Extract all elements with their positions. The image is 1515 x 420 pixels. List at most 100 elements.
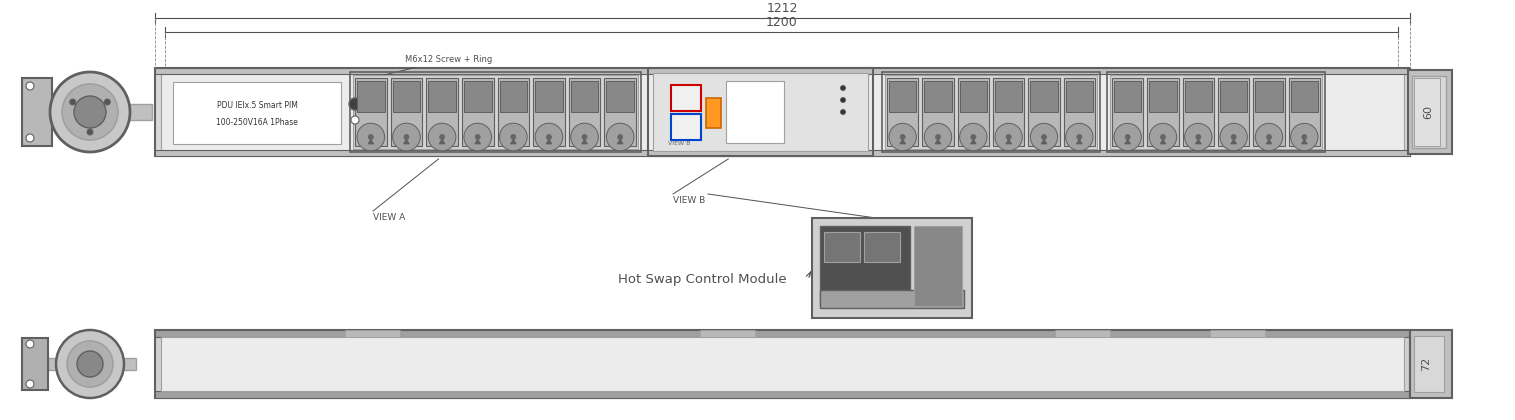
Circle shape <box>500 123 527 151</box>
Circle shape <box>351 116 359 124</box>
Bar <box>155 68 1410 156</box>
Circle shape <box>618 134 623 139</box>
Bar <box>671 85 701 111</box>
Bar <box>1150 81 1177 112</box>
Circle shape <box>971 134 976 139</box>
Bar <box>1065 81 1092 112</box>
Bar <box>353 75 638 149</box>
Polygon shape <box>970 139 976 144</box>
Bar <box>426 78 458 146</box>
Bar <box>706 98 721 128</box>
Bar <box>671 114 701 140</box>
Bar <box>1183 78 1214 146</box>
Bar <box>1407 70 1451 154</box>
Circle shape <box>924 123 951 151</box>
Bar <box>23 78 52 146</box>
Bar <box>886 78 918 146</box>
Bar <box>497 78 529 146</box>
Bar <box>1110 75 1323 149</box>
Bar <box>1114 81 1141 112</box>
Circle shape <box>1126 134 1130 139</box>
Circle shape <box>547 134 551 139</box>
Bar <box>535 81 562 112</box>
Polygon shape <box>1267 139 1273 144</box>
Polygon shape <box>439 139 445 144</box>
Bar <box>355 78 386 146</box>
Bar <box>23 338 48 390</box>
Circle shape <box>900 134 904 139</box>
Polygon shape <box>1195 139 1201 144</box>
Circle shape <box>535 123 562 151</box>
Circle shape <box>1150 123 1177 151</box>
Text: M6x12 Screw + Ring: M6x12 Screw + Ring <box>359 55 492 82</box>
Circle shape <box>1220 123 1247 151</box>
Circle shape <box>105 99 111 105</box>
Circle shape <box>606 123 633 151</box>
Circle shape <box>358 123 385 151</box>
Bar <box>1218 78 1250 146</box>
Bar <box>1030 81 1057 112</box>
Bar <box>350 72 641 152</box>
Polygon shape <box>900 139 906 144</box>
Bar <box>959 81 986 112</box>
Circle shape <box>74 96 106 128</box>
Polygon shape <box>511 139 517 144</box>
Bar <box>1410 330 1451 398</box>
Circle shape <box>1195 134 1201 139</box>
Bar <box>812 218 973 318</box>
Bar <box>1064 78 1095 146</box>
Polygon shape <box>368 139 374 144</box>
Polygon shape <box>1006 139 1012 144</box>
Polygon shape <box>403 139 409 144</box>
Bar <box>1112 78 1144 146</box>
Circle shape <box>1232 134 1236 139</box>
Circle shape <box>392 123 420 151</box>
Bar <box>155 330 1410 337</box>
Text: PDU IEIx.5 Smart PIM: PDU IEIx.5 Smart PIM <box>217 101 297 110</box>
Bar <box>462 78 494 146</box>
Bar <box>885 75 1097 149</box>
Bar <box>52 104 152 120</box>
Polygon shape <box>545 139 551 144</box>
Bar <box>155 150 1410 156</box>
Bar <box>48 358 136 370</box>
Polygon shape <box>1160 139 1167 144</box>
Bar <box>992 78 1024 146</box>
Circle shape <box>935 134 941 139</box>
Circle shape <box>1160 134 1165 139</box>
Polygon shape <box>1124 139 1130 144</box>
Text: 1200: 1200 <box>765 16 797 29</box>
Polygon shape <box>1041 139 1047 144</box>
Bar <box>571 81 598 112</box>
Circle shape <box>439 134 444 139</box>
Circle shape <box>995 123 1023 151</box>
Circle shape <box>1114 123 1141 151</box>
Bar <box>345 330 400 337</box>
Circle shape <box>50 72 130 152</box>
Text: Hot Swap Control Module: Hot Swap Control Module <box>618 273 786 286</box>
Circle shape <box>348 98 361 110</box>
Bar <box>824 232 861 262</box>
Bar <box>391 78 423 146</box>
Bar <box>1256 81 1283 112</box>
Bar <box>533 78 565 146</box>
Circle shape <box>86 129 92 135</box>
Circle shape <box>476 134 480 139</box>
Circle shape <box>26 340 33 348</box>
Polygon shape <box>1301 139 1307 144</box>
Bar <box>882 72 1100 152</box>
Bar <box>648 68 873 156</box>
Bar <box>864 232 900 262</box>
Bar <box>173 82 341 144</box>
Circle shape <box>1185 123 1212 151</box>
Bar <box>1413 78 1439 146</box>
Circle shape <box>889 123 917 151</box>
Bar <box>1220 81 1247 112</box>
Circle shape <box>26 82 33 90</box>
Circle shape <box>841 97 845 102</box>
Text: 100-250V16A 1Phase: 100-250V16A 1Phase <box>217 118 298 127</box>
Bar <box>726 81 783 143</box>
Polygon shape <box>617 139 623 144</box>
Circle shape <box>77 351 103 377</box>
Bar <box>1107 72 1326 152</box>
